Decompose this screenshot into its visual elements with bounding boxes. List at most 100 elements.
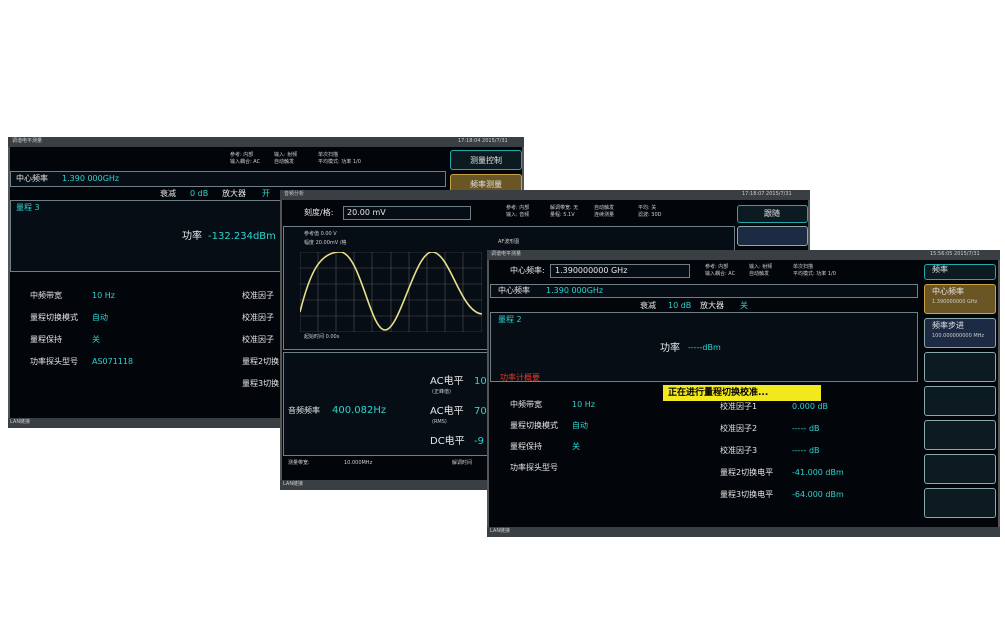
clock: 17:18:04 2015/7/31 [458,138,508,144]
value: 10 [474,376,487,387]
button[interactable] [924,454,996,484]
label: 幅度 20.00mV /格 [304,240,347,246]
label: (RMS) [432,419,447,425]
value: 自动 [572,421,588,430]
header-info: 滤波: 30D [638,212,662,218]
status-text: LAN链接 [283,481,304,487]
value: 开 [262,189,270,198]
label: 中心频率 [498,286,530,295]
header-info: 解调带宽: 无 [550,205,579,211]
header-info: 参考: 内部 [705,264,729,270]
label: 功率探头型号 [30,357,78,366]
label: AC电平 [430,376,464,387]
label: 量程切换模式 [510,421,558,430]
input-box[interactable] [550,264,690,278]
value: ----- dB [792,446,820,455]
label: 量程切换模式 [30,313,78,322]
label: DC电平 [430,436,465,447]
label: 校准因子1 [720,402,758,411]
title-bar [487,250,1000,260]
status-text: LAN链接 [10,419,31,425]
label: 中心频率: [510,266,545,275]
label: 校准因子3 [720,446,758,455]
label: 校准因子 [242,291,274,300]
label: 量程2切换 [242,357,280,366]
value: 20.00 mV [347,208,386,217]
button-label: 频率 [932,265,948,274]
status-bar [8,418,524,428]
button[interactable] [924,284,996,314]
value: 关 [92,335,100,344]
window-title: 调谐电平测量 [491,251,522,257]
label: 音频频率 [288,406,320,415]
header-info: 输入: 射频 [749,264,773,270]
value: -----dBm [688,343,721,352]
button[interactable] [924,264,996,280]
label: 衰减 [160,189,176,198]
range-panel [490,312,918,382]
label: 量程3切换电平 [720,490,774,499]
button[interactable] [924,352,996,382]
value: 10 Hz [572,400,595,409]
value: 70 [474,406,487,417]
value: -132.234dBm [208,231,276,242]
label: 量程 3 [16,203,40,212]
button[interactable] [924,318,996,348]
button-label: 中心频率 [932,287,964,296]
value: 1.390000000 GHz [555,266,628,275]
input-box[interactable] [343,206,471,220]
value: 10 Hz [92,291,115,300]
title-bar [280,190,810,200]
label: 中频带宽 [510,400,542,409]
value: -41.000 dBm [792,468,844,477]
label: (正峰值) [432,389,451,395]
button[interactable] [924,386,996,416]
label: 功率探头型号 [510,463,558,472]
header-info: 自动触发 [274,159,295,165]
button[interactable] [737,205,808,223]
status-text: LAN链接 [490,528,511,534]
label: 量程保持 [30,335,62,344]
value: 0 dB [190,189,209,198]
waveform-plot [300,252,482,332]
field [490,284,918,298]
label: 解调时间 [452,460,473,466]
label: 测量带宽: [288,460,310,466]
value: 关 [572,442,580,451]
label: 量程保持 [510,442,542,451]
label: 中频带宽 [30,291,62,300]
button[interactable] [450,150,522,170]
value: AS071118 [92,357,134,366]
label: 参考值 0.00 V [304,231,337,237]
label: 刻度/格: [304,208,334,217]
header-info: 参考: 内部 [506,205,530,211]
label: 功率 [660,343,680,354]
field [10,171,446,187]
button[interactable] [924,420,996,450]
value: -9 [474,436,484,447]
button[interactable] [737,226,808,246]
clock: 15:56:05 2015/7/31 [930,251,980,257]
value: 10.000MHz [344,460,373,466]
label: 放大器 [700,301,724,310]
header-info: 输入: 音频 [506,212,530,218]
label: AF波形图 [498,239,520,245]
label: 量程 2 [498,315,522,324]
button-label: 频率步进 [932,321,964,330]
button-label: 跟随 [764,209,780,218]
button[interactable] [924,488,996,518]
value: 关 [740,301,748,310]
header-info: 单次扫描 [793,264,814,270]
label: AC电平 [430,406,464,417]
value: 自动 [92,313,108,322]
value: -64.000 dBm [792,490,844,499]
status-bar [487,527,1000,537]
label: 校准因子2 [720,424,758,433]
header-info: 量程: 5.1V [550,212,575,218]
header-info: 平均模式: 功率 1/0 [318,159,361,165]
label: 功率计概要 [500,373,540,382]
button-label: 频率测量 [470,180,502,189]
banner-text: 正在进行量程切换校准... [668,388,769,398]
window-title: 音频分析 [284,191,305,197]
